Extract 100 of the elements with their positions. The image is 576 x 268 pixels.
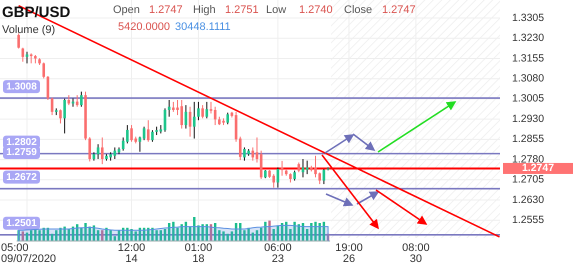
bar [272, 229, 275, 241]
bar [193, 217, 196, 241]
candlestick [100, 136, 104, 165]
bar [310, 223, 313, 241]
bar [226, 234, 229, 241]
x-tick-label: 08:00 30 [402, 242, 430, 265]
candlestick [164, 108, 166, 132]
candlestick [293, 170, 296, 182]
bar [293, 222, 296, 241]
y-tick-label: 1.3155 [512, 52, 544, 64]
ref-line-label: 1.2672 [6, 172, 38, 183]
candlestick [180, 100, 184, 130]
candlestick [42, 62, 46, 79]
bar [322, 222, 326, 241]
bar [92, 225, 96, 241]
candlestick [289, 172, 292, 183]
x-tick-label: 01:00 18 [184, 242, 212, 265]
candlestick [243, 146, 246, 162]
annotation: Close [344, 4, 372, 16]
bar [239, 223, 242, 241]
candlestick [188, 106, 192, 138]
y-tick-label: 1.3305 [512, 12, 544, 24]
candlestick [26, 51, 28, 64]
bar [34, 229, 37, 241]
bar [50, 234, 54, 241]
candlestick [226, 112, 230, 125]
bar [276, 225, 280, 241]
bar [68, 229, 70, 241]
chart-title: Volume (9) [2, 24, 56, 36]
bar [105, 228, 108, 241]
bar [298, 224, 300, 241]
candlestick [297, 162, 300, 173]
bar [22, 231, 24, 241]
bar [230, 231, 234, 241]
x-tick-label: 06:00 23 [264, 242, 292, 265]
bar [151, 228, 154, 241]
bar [138, 228, 142, 241]
ref-line-label: 1.2802 [6, 136, 38, 148]
bar [155, 230, 158, 241]
ref-line-label: 1.2501 [6, 218, 38, 229]
candlestick [59, 108, 62, 124]
candlestick [96, 144, 100, 160]
y-tick-label: 1.2930 [512, 112, 544, 125]
x-tick-label: 19:00 26 [335, 242, 363, 265]
bar [214, 223, 216, 241]
candlestick [322, 168, 326, 185]
annotation: 1.2759 [6, 147, 38, 158]
candlestick [184, 104, 188, 130]
candlestick [272, 174, 276, 188]
candlestick [168, 100, 170, 118]
x-tick-label: 12:00 14 [118, 242, 146, 265]
candlestick [50, 97, 54, 116]
bar [172, 222, 175, 241]
candlestick [114, 146, 116, 160]
bar [247, 228, 250, 241]
bar [180, 224, 183, 241]
candlestick [76, 94, 78, 108]
bar [96, 230, 100, 241]
bar [326, 234, 330, 241]
bar [201, 224, 204, 241]
candlestick [130, 124, 133, 142]
candlestick [80, 91, 83, 108]
candlestick [302, 158, 304, 178]
candlestick [206, 101, 208, 119]
bar [63, 226, 66, 241]
annotation: Open [113, 4, 140, 16]
candlestick [142, 126, 146, 141]
y-tick-label: 1.3005 [512, 92, 544, 105]
candlestick [138, 136, 142, 152]
annotation: 5420.0000 [118, 21, 170, 33]
candlestick [251, 146, 254, 162]
bar [280, 223, 284, 241]
annotation: 1.2751 [225, 4, 259, 16]
bar [126, 228, 129, 241]
candlestick [68, 94, 70, 106]
bar [168, 223, 170, 241]
bar [42, 228, 45, 241]
y-tick-label: 1.2705 [512, 174, 544, 186]
candlestick [276, 166, 280, 188]
candlestick [260, 150, 262, 180]
bar [234, 223, 238, 241]
y-tick-label: 1.2555 [512, 214, 544, 226]
candlestick [151, 130, 154, 142]
candlestick [172, 101, 175, 112]
bar [285, 222, 288, 241]
bar [122, 228, 124, 241]
candlestick [197, 101, 200, 121]
bar [184, 222, 188, 241]
y-tick-label: 1.3230 [512, 32, 544, 44]
x-tick-label: 05:00 09/07/2020 [1, 242, 56, 265]
candlestick [201, 104, 204, 119]
bar [17, 230, 20, 241]
annotation: 30448.1111 [175, 21, 231, 33]
bar [147, 228, 150, 241]
candlestick [192, 101, 196, 140]
annotation: 1.2747 [149, 4, 183, 16]
bar [30, 230, 32, 241]
bar [206, 224, 208, 241]
bar [318, 223, 321, 241]
candlestick [63, 98, 66, 134]
